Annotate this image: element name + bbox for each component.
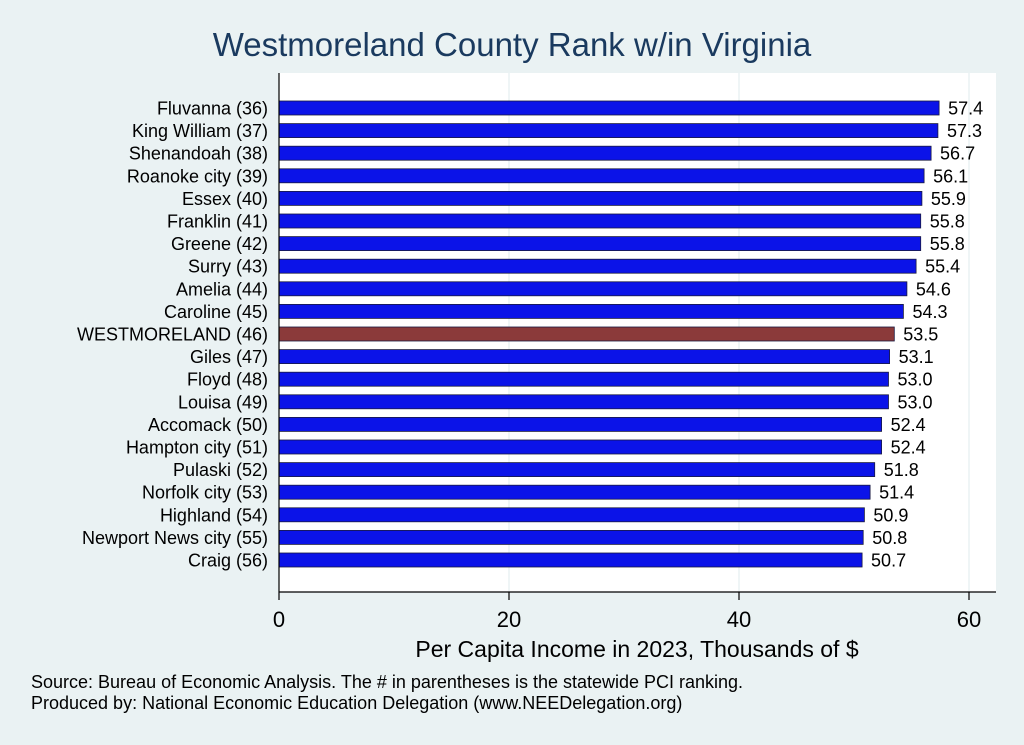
value-label: 53.5: [903, 325, 938, 345]
value-label: 50.8: [872, 528, 907, 548]
bar: [278, 507, 865, 523]
bar: [278, 190, 923, 206]
bar: [278, 100, 940, 116]
value-label: 50.9: [873, 505, 908, 525]
category-label: Essex (40): [182, 189, 268, 209]
value-labels: 57.457.3 56.756.1 55.9 55.855.8 55.454.6 54.3…: [871, 99, 983, 571]
value-label: 54.3: [912, 302, 947, 322]
bar-highlighted: [278, 326, 895, 342]
x-tick-label: 0: [273, 607, 285, 632]
value-label: 50.7: [871, 551, 906, 571]
chart-title: Westmoreland County Rank w/in Virginia: [212, 26, 812, 63]
category-label: King William (37): [132, 121, 268, 141]
category-label: WESTMORELAND (46): [77, 325, 268, 345]
category-label: Louisa (49): [178, 392, 268, 412]
x-tick-label: 40: [727, 607, 751, 632]
value-label: 53.1: [899, 347, 934, 367]
value-label: 52.4: [891, 415, 926, 435]
category-label: Newport News city (55): [82, 528, 268, 548]
bar: [278, 462, 876, 478]
x-axis-label: Per Capita Income in 2023, Thousands of …: [415, 636, 858, 662]
bars: [278, 100, 940, 568]
category-label: Franklin (41): [167, 212, 268, 232]
bar-chart: Fluvanna (36)King William (37) Shenandoah…: [77, 73, 996, 662]
value-label: 57.4: [948, 99, 983, 119]
value-label: 55.8: [930, 212, 965, 232]
bar: [278, 439, 882, 455]
value-label: 55.8: [930, 234, 965, 254]
category-labels: Fluvanna (36)King William (37) Shenandoah…: [77, 99, 268, 571]
category-label: Craig (56): [188, 551, 268, 571]
bar: [278, 236, 922, 252]
category-label: Greene (42): [171, 234, 268, 254]
value-label: 55.4: [925, 257, 960, 277]
x-axis-ticks: 0 20 40 60: [273, 592, 981, 632]
category-label: Pulaski (52): [173, 460, 268, 480]
bar: [278, 416, 882, 432]
source-note: Source: Bureau of Economic Analysis. The…: [31, 672, 743, 714]
category-label: Caroline (45): [164, 302, 268, 322]
bar: [278, 168, 925, 184]
x-tick-label: 20: [497, 607, 521, 632]
category-label: Floyd (48): [187, 370, 268, 390]
category-label: Amelia (44): [176, 279, 268, 299]
category-label: Highland (54): [160, 505, 268, 525]
category-label: Giles (47): [190, 347, 268, 367]
value-label: 55.9: [931, 189, 966, 209]
category-label: Accomack (50): [148, 415, 268, 435]
bar: [278, 394, 889, 410]
x-tick-label: 60: [957, 607, 981, 632]
category-label: Fluvanna (36): [157, 99, 268, 119]
value-label: 56.7: [940, 144, 975, 164]
value-label: 51.4: [879, 483, 914, 503]
value-label: 53.0: [898, 370, 933, 390]
category-label: Surry (43): [188, 257, 268, 277]
value-label: 56.1: [933, 166, 968, 186]
category-label: Norfolk city (53): [142, 483, 268, 503]
source-line-2: Produced by: National Economic Education…: [31, 693, 683, 713]
bar: [278, 258, 917, 274]
bar: [278, 281, 908, 297]
bar: [278, 303, 904, 319]
bar: [278, 123, 939, 138]
bar: [278, 145, 932, 161]
bar: [278, 349, 890, 365]
value-label: 54.6: [916, 279, 951, 299]
category-label: Roanoke city (39): [127, 166, 268, 186]
bar: [278, 530, 864, 545]
bar: [278, 213, 922, 229]
category-label: Hampton city (51): [126, 438, 268, 458]
value-label: 57.3: [947, 121, 982, 141]
bar: [278, 552, 863, 568]
value-label: 51.8: [884, 460, 919, 480]
bar: [278, 484, 871, 500]
source-line-1: Source: Bureau of Economic Analysis. The…: [31, 672, 744, 692]
value-label: 52.4: [891, 438, 926, 458]
category-label: Shenandoah (38): [129, 144, 268, 164]
bar: [278, 371, 889, 387]
value-label: 53.0: [898, 392, 933, 412]
